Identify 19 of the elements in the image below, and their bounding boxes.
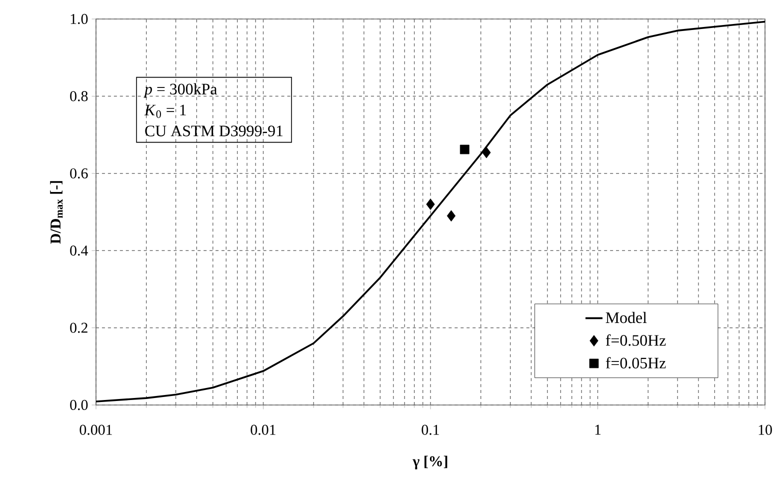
y-tick-label: 0.2 (70, 322, 88, 333)
y-tick-label: 0.6 (70, 168, 88, 178)
x-tick-label: 1 (595, 424, 601, 435)
x-tick-label: 10 (758, 424, 772, 435)
legend-label: f=0.50Hz (606, 334, 666, 346)
annotation: K$_{0}$ = 1 (144, 104, 186, 118)
y-tick-label: 1.0 (70, 14, 88, 24)
legend-label: f=0.05Hz (606, 357, 666, 369)
x-axis-title: γ [%] (412, 456, 448, 470)
x-tick-label: 0.001 (80, 424, 112, 435)
legend-label: Model (606, 312, 647, 324)
y-tick-label: 0.4 (70, 246, 88, 256)
y-axis-title: D/D$_{max}$ [-] (50, 181, 63, 244)
y-tick-label: 0.0 (70, 400, 88, 410)
y-tick-label: 0.8 (70, 91, 88, 102)
annotation: p = 300kPa (144, 83, 218, 98)
annotation: CU ASTM D3999-91 (145, 126, 283, 136)
x-tick-label: 0.1 (422, 424, 439, 435)
x-tick-label: 0.01 (250, 424, 276, 435)
